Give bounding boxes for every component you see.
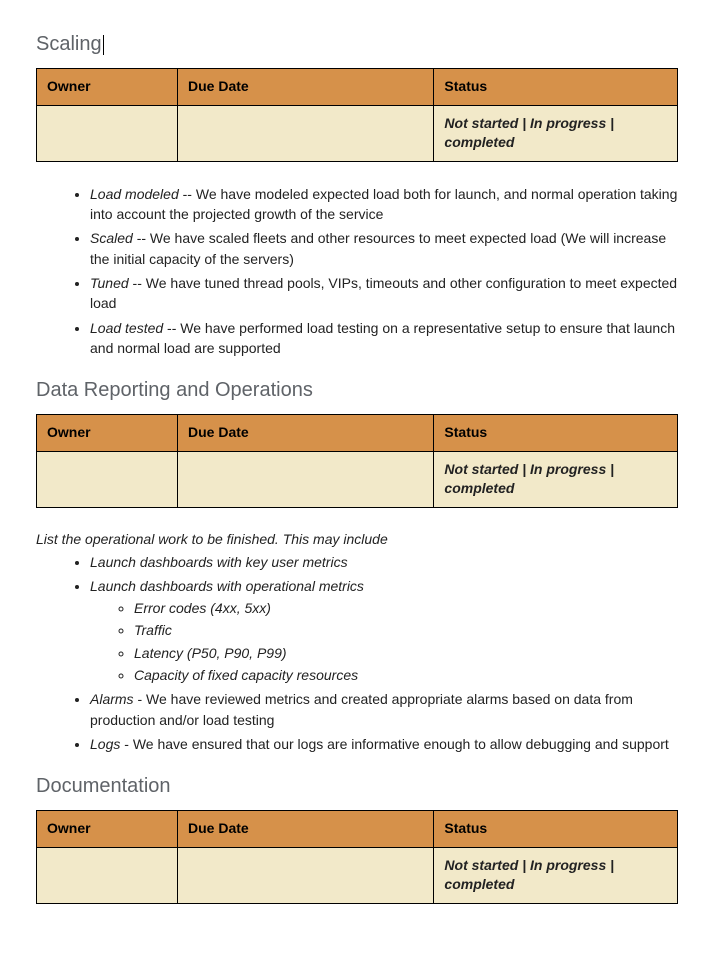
th-status: Status <box>434 415 678 452</box>
op-metrics-sublist: Error codes (4xx, 5xx) Traffic Latency (… <box>90 598 678 685</box>
section-heading-documentation: Documentation <box>36 772 678 800</box>
dashboard-op-metrics: Launch dashboards with operational metri… <box>90 578 364 594</box>
sep: -- <box>133 230 150 246</box>
list-item: Alarms - We have reviewed metrics and cr… <box>90 689 678 730</box>
desc: We have scaled fleets and other resource… <box>90 230 666 266</box>
list-item: Load modeled -- We have modeled expected… <box>90 184 678 225</box>
term: Logs <box>90 736 120 752</box>
th-duedate: Due Date <box>178 69 434 106</box>
data-reporting-list: Launch dashboards with key user metrics … <box>36 552 678 755</box>
table-row: Not started | In progress | completed <box>37 451 678 507</box>
table-header-row: Owner Due Date Status <box>37 811 678 848</box>
cell-duedate[interactable] <box>178 105 434 161</box>
table-header-row: Owner Due Date Status <box>37 69 678 106</box>
desc: We have tuned thread pools, VIPs, timeou… <box>90 275 677 311</box>
th-owner: Owner <box>37 415 178 452</box>
cell-status[interactable]: Not started | In progress | completed <box>434 105 678 161</box>
scaling-table: Owner Due Date Status Not started | In p… <box>36 68 678 162</box>
term: Scaled <box>90 230 133 246</box>
list-item: Traffic <box>134 620 678 640</box>
term: Tuned <box>90 275 129 291</box>
cell-owner[interactable] <box>37 451 178 507</box>
term: Alarms <box>90 691 134 707</box>
th-duedate: Due Date <box>178 415 434 452</box>
cell-duedate[interactable] <box>178 451 434 507</box>
list-item: Error codes (4xx, 5xx) <box>134 598 678 618</box>
section-heading-scaling: Scaling <box>36 30 678 58</box>
cell-owner[interactable] <box>37 847 178 903</box>
list-item: Launch dashboards with key user metrics <box>90 552 678 572</box>
cell-owner[interactable] <box>37 105 178 161</box>
table-row: Not started | In progress | completed <box>37 847 678 903</box>
list-item: Logs - We have ensured that our logs are… <box>90 734 678 754</box>
section-heading-data-reporting: Data Reporting and Operations <box>36 376 678 404</box>
desc: We have reviewed metrics and created app… <box>90 691 633 727</box>
list-item: Capacity of fixed capacity resources <box>134 665 678 685</box>
data-reporting-intro: List the operational work to be finished… <box>36 530 678 550</box>
desc: We have ensured that our logs are inform… <box>133 736 669 752</box>
cell-status[interactable]: Not started | In progress | completed <box>434 451 678 507</box>
list-item: Load tested -- We have performed load te… <box>90 318 678 359</box>
th-status: Status <box>434 811 678 848</box>
table-row: Not started | In progress | completed <box>37 105 678 161</box>
list-item: Tuned -- We have tuned thread pools, VIP… <box>90 273 678 314</box>
term: Load tested <box>90 320 163 336</box>
th-status: Status <box>434 69 678 106</box>
list-item: Latency (P50, P90, P99) <box>134 643 678 663</box>
sep: - <box>134 691 146 707</box>
text-cursor <box>103 35 104 55</box>
list-item: Scaled -- We have scaled fleets and othe… <box>90 228 678 269</box>
scaling-title-text: Scaling <box>36 33 102 55</box>
sep: -- <box>163 320 180 336</box>
cell-duedate[interactable] <box>178 847 434 903</box>
documentation-table: Owner Due Date Status Not started | In p… <box>36 810 678 904</box>
sep: -- <box>129 275 146 291</box>
scaling-list: Load modeled -- We have modeled expected… <box>36 184 678 358</box>
sep: -- <box>179 186 196 202</box>
cell-status[interactable]: Not started | In progress | completed <box>434 847 678 903</box>
th-duedate: Due Date <box>178 811 434 848</box>
sep: - <box>120 736 132 752</box>
th-owner: Owner <box>37 69 178 106</box>
table-header-row: Owner Due Date Status <box>37 415 678 452</box>
list-item: Launch dashboards with operational metri… <box>90 576 678 685</box>
data-reporting-table: Owner Due Date Status Not started | In p… <box>36 414 678 508</box>
th-owner: Owner <box>37 811 178 848</box>
term: Load modeled <box>90 186 179 202</box>
